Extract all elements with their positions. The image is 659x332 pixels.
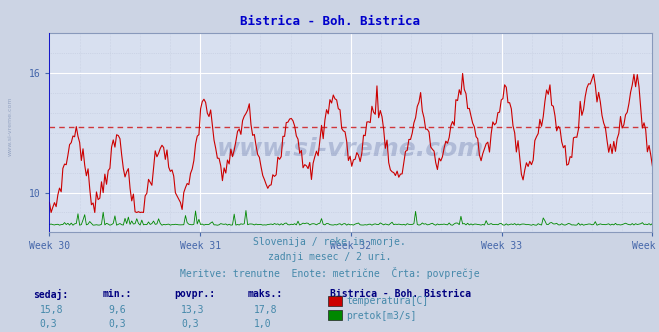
Text: povpr.:: povpr.: xyxy=(175,289,215,299)
Text: www.si-vreme.com: www.si-vreme.com xyxy=(8,96,13,156)
Text: min.:: min.: xyxy=(102,289,132,299)
Text: Bistrica - Boh. Bistrica: Bistrica - Boh. Bistrica xyxy=(239,15,420,28)
Text: 0,3: 0,3 xyxy=(40,319,57,329)
Text: 17,8: 17,8 xyxy=(254,305,277,315)
Text: Bistrica - Boh. Bistrica: Bistrica - Boh. Bistrica xyxy=(330,289,471,299)
Text: 1,0: 1,0 xyxy=(254,319,272,329)
Text: www.si-vreme.com: www.si-vreme.com xyxy=(217,137,484,161)
Text: temperatura[C]: temperatura[C] xyxy=(346,296,428,306)
Text: pretok[m3/s]: pretok[m3/s] xyxy=(346,311,416,321)
Text: 13,3: 13,3 xyxy=(181,305,205,315)
Text: maks.:: maks.: xyxy=(247,289,282,299)
Text: Slovenija / reke in morje.: Slovenija / reke in morje. xyxy=(253,237,406,247)
Text: Meritve: trenutne  Enote: metrične  Črta: povprečje: Meritve: trenutne Enote: metrične Črta: … xyxy=(180,267,479,279)
Text: 15,8: 15,8 xyxy=(40,305,63,315)
Text: 0,3: 0,3 xyxy=(181,319,199,329)
Text: sedaj:: sedaj: xyxy=(33,289,68,300)
Text: zadnji mesec / 2 uri.: zadnji mesec / 2 uri. xyxy=(268,252,391,262)
Text: 0,3: 0,3 xyxy=(109,319,127,329)
Text: 9,6: 9,6 xyxy=(109,305,127,315)
